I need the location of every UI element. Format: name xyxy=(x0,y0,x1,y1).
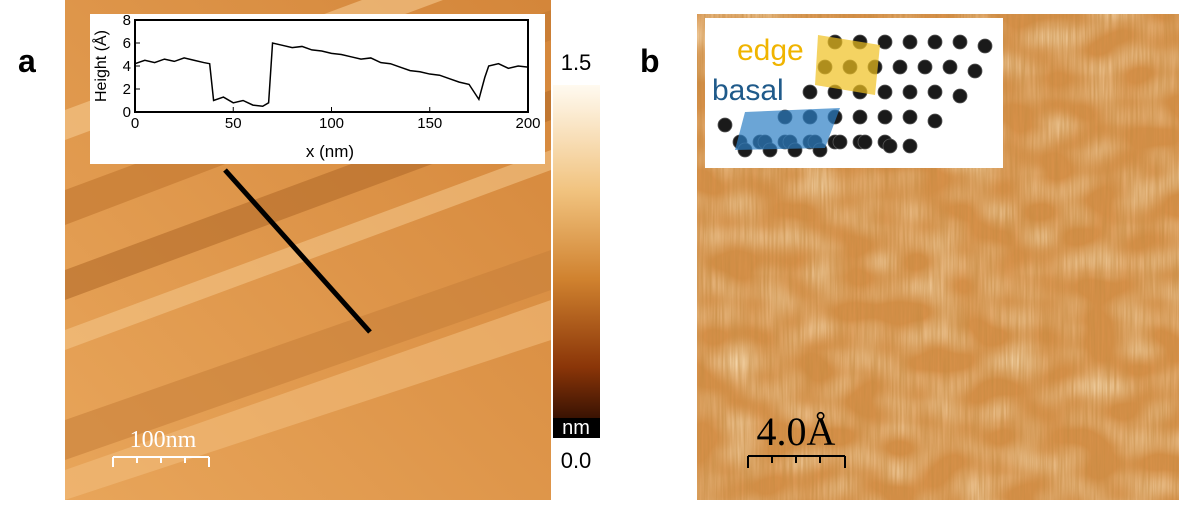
colorbar-max: 1.5 xyxy=(561,50,592,75)
basal-label: basal xyxy=(712,74,784,107)
y-tick-label: 2 xyxy=(123,81,131,98)
figure: 1.5 nm 0.0 a 100nm x (nm) Height (Å) b 4… xyxy=(0,0,1179,500)
y-tick-label: 6 xyxy=(123,35,131,52)
scale-bar-label: 4.0Å xyxy=(757,409,836,454)
edge-highlight xyxy=(815,35,880,95)
panel-label: b xyxy=(640,43,660,79)
x-axis-label: x (nm) xyxy=(306,142,354,161)
edge-label: edge xyxy=(737,34,804,67)
page: 1.5 nm 0.0 a 100nm x (nm) Height (Å) b 4… xyxy=(0,0,1179,500)
y-axis-label: Height (Å) xyxy=(91,30,110,102)
colorbar-unit: nm xyxy=(562,417,590,439)
x-tick-label: 0 xyxy=(131,115,139,132)
colorbar-min: 0.0 xyxy=(561,448,592,473)
x-tick-label: 100 xyxy=(319,115,344,132)
y-tick-label: 4 xyxy=(123,58,131,75)
basal-highlight xyxy=(735,108,840,150)
panel-label: a xyxy=(18,43,36,79)
scale-bar-label: 100nm xyxy=(130,427,197,453)
y-tick-label: 8 xyxy=(123,12,131,29)
colorbar xyxy=(553,85,600,438)
x-tick-label: 150 xyxy=(417,115,442,132)
y-tick-label: 0 xyxy=(123,104,131,121)
x-tick-label: 50 xyxy=(225,115,242,132)
x-tick-label: 200 xyxy=(515,115,540,132)
